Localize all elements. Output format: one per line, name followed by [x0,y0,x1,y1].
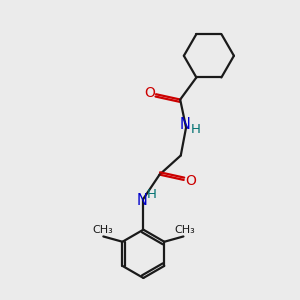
Text: CH₃: CH₃ [92,225,113,235]
Text: O: O [185,174,196,188]
Text: N: N [179,117,190,132]
Text: CH₃: CH₃ [175,225,195,235]
Text: N: N [137,193,148,208]
Text: O: O [144,86,155,100]
Text: H: H [147,188,157,201]
Text: H: H [190,123,200,136]
